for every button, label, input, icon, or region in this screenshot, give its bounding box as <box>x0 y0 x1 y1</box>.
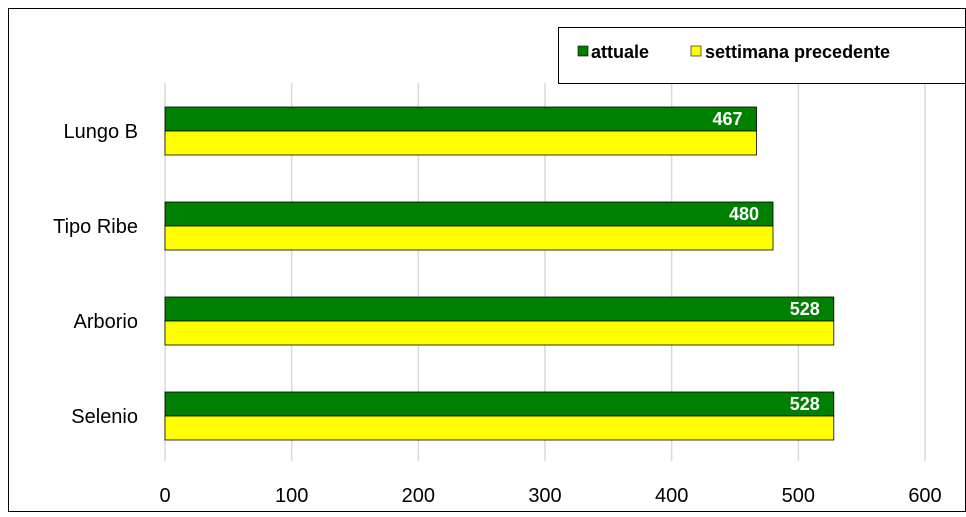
x-tick-label: 400 <box>655 485 688 507</box>
data-label: 528 <box>790 394 820 414</box>
bar-attuale-tipo-ribe <box>164 201 774 227</box>
bar-settimana-precedente-selenio <box>164 415 835 441</box>
legend: attuale settimana precedente <box>558 27 966 84</box>
x-axis-tick-labels: 0 100 200 300 400 500 600 <box>159 485 941 507</box>
category-label: Selenio <box>71 406 138 428</box>
category-label: Tipo Ribe <box>53 216 138 238</box>
x-tick-label: 300 <box>528 485 561 507</box>
x-tick-label: 100 <box>275 485 308 507</box>
category-label: Lungo B <box>63 121 138 143</box>
data-label: 480 <box>729 204 759 224</box>
x-tick-label: 0 <box>159 485 170 507</box>
x-tick-label: 500 <box>782 485 815 507</box>
x-tick-label: 600 <box>908 485 941 507</box>
legend-box <box>558 27 966 84</box>
category-labels: Lungo B Tipo Ribe Arborio Selenio <box>53 121 138 428</box>
bars <box>164 106 835 441</box>
data-label: 528 <box>790 299 820 319</box>
data-label: 467 <box>712 109 742 129</box>
legend-label-settimana-precedente: settimana precedente <box>705 42 890 62</box>
bar-settimana-precedente-tipo-ribe <box>164 225 774 251</box>
x-tick-label: 200 <box>402 485 435 507</box>
bar-attuale-arborio <box>164 296 835 322</box>
data-labels: 467 480 528 528 <box>712 109 819 414</box>
legend-swatch-attuale <box>577 45 589 57</box>
bar-attuale-lungo-b <box>164 106 757 132</box>
legend-swatch-settimana-precedente <box>690 45 702 57</box>
bar-settimana-precedente-lungo-b <box>164 130 757 156</box>
legend-label-attuale: attuale <box>591 42 649 62</box>
bar-attuale-selenio <box>164 391 835 417</box>
bar-settimana-precedente-arborio <box>164 320 835 346</box>
category-label: Arborio <box>74 311 138 333</box>
